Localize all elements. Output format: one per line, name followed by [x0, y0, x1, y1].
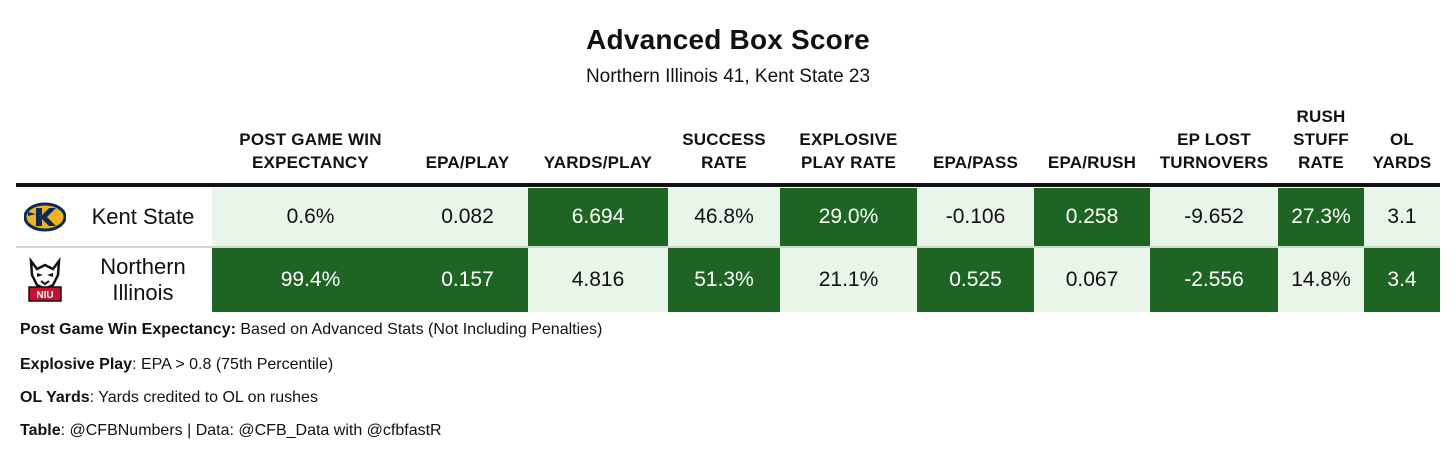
footnote-credits: Table: @CFBNumbers | Data: @CFB_Data wit… — [20, 422, 442, 440]
cell-epa-rush: 0.067 — [1034, 248, 1150, 312]
footnote-label: Post Game Win Expectancy: — [20, 321, 236, 338]
column-header-ol-yards: OL YARDS — [1364, 108, 1440, 174]
cell-explosive: 21.1% — [780, 248, 917, 312]
column-header-line: RUSH — [1296, 107, 1346, 126]
footnote-explosive-play: Explosive Play: EPA > 0.8 (75th Percenti… — [20, 356, 333, 374]
cell-success: 46.8% — [668, 188, 780, 246]
table-row-northern-illinois: NIU Northern Illinois 99.4% 0.157 4.816 51.… — [16, 248, 1440, 312]
footnote-win-expectancy: Post Game Win Expectancy: Based on Advan… — [20, 321, 602, 339]
column-header-line: PLAY RATE — [800, 153, 896, 172]
column-header-line: EPA/PLAY — [425, 153, 510, 172]
cell-epa-pass: 0.525 — [917, 248, 1034, 312]
header-rule — [16, 183, 1440, 187]
footnote-text: : @CFBNumbers | Data: @CFB_Data with @cf… — [60, 422, 442, 439]
team-name-line: Kent State — [91, 204, 195, 229]
team-name: Kent State — [74, 188, 212, 246]
svg-text:NIU: NIU — [36, 290, 53, 301]
column-header-yards-play: YARDS/PLAY — [528, 108, 668, 174]
kent-state-logo-icon — [16, 188, 74, 246]
cell-explosive: 29.0% — [780, 188, 917, 246]
cell-stuff: 27.3% — [1278, 188, 1364, 246]
cell-epa-play: 0.157 — [407, 248, 528, 312]
cell-yards-play: 6.694 — [528, 188, 668, 246]
column-header-line: YARDS/PLAY — [543, 153, 653, 172]
cell-ep-lost: -9.652 — [1150, 188, 1278, 246]
cell-stuff: 14.8% — [1278, 248, 1364, 312]
column-header-line: TURNOVERS — [1159, 153, 1269, 172]
footnote-text: : EPA > 0.8 (75th Percentile) — [132, 356, 334, 373]
cell-ol-yards: 3.4 — [1364, 248, 1440, 312]
footnote-ol-yards: OL Yards: Yards credited to OL on rushes — [20, 389, 318, 407]
chart-subtitle: Northern Illinois 41, Kent State 23 — [585, 66, 871, 87]
cell-epa-pass: -0.106 — [917, 188, 1034, 246]
column-header-success: SUCCESS RATE — [668, 108, 780, 174]
column-header-epa-play: EPA/PLAY — [407, 108, 528, 174]
footnote-text: Based on Advanced Stats (Not Including P… — [235, 321, 603, 338]
cell-success: 51.3% — [668, 248, 780, 312]
column-header-line: EPA/RUSH — [1047, 153, 1137, 172]
column-header-explosive: EXPLOSIVE PLAY RATE — [780, 108, 917, 174]
table-row-kent-state: Kent State 0.6% 0.082 6.694 46.8% 29.0% -0.10… — [16, 188, 1440, 246]
column-header-wp: POST GAME WIN EXPECTANCY — [212, 108, 409, 174]
niu-logo-icon: NIU — [16, 248, 74, 312]
footnote-label: Table — [20, 422, 61, 439]
column-header-line: POST GAME WIN — [239, 130, 382, 149]
column-header-epa-pass: EPA/PASS — [917, 108, 1034, 174]
cell-wp: 99.4% — [212, 248, 409, 312]
footnote-text: : Yards credited to OL on rushes — [89, 389, 318, 406]
row-divider — [16, 246, 1440, 248]
footnote-label: Explosive Play — [20, 356, 133, 373]
column-header-line: EXPLOSIVE — [799, 130, 898, 149]
column-header-line: STUFF — [1293, 130, 1349, 149]
cell-wp: 0.6% — [212, 188, 409, 246]
team-name-line: Northern — [100, 254, 186, 279]
cell-yards-play: 4.816 — [528, 248, 668, 312]
column-header-line: EXPECTANCY — [252, 153, 369, 172]
column-header-line: EPA/PASS — [932, 153, 1019, 172]
column-header-stuff: RUSH STUFF RATE — [1278, 107, 1364, 174]
cell-epa-play: 0.082 — [407, 188, 528, 246]
cell-epa-rush: 0.258 — [1034, 188, 1150, 246]
column-header-line: SUCCESS — [682, 130, 766, 149]
column-header-line: YARDS — [1372, 153, 1432, 172]
column-header-line: EP LOST — [1177, 130, 1251, 149]
team-name-line: Illinois — [112, 280, 174, 305]
column-header-line: RATE — [1298, 153, 1344, 172]
team-name: Northern Illinois — [74, 248, 212, 312]
footnote-label: OL Yards — [20, 389, 90, 406]
cell-ep-lost: -2.556 — [1150, 248, 1278, 312]
column-header-line: RATE — [701, 153, 747, 172]
column-header-ep-lost: EP LOST TURNOVERS — [1150, 108, 1278, 174]
column-header-epa-rush: EPA/RUSH — [1034, 108, 1150, 174]
cell-ol-yards: 3.1 — [1364, 188, 1440, 246]
column-header-line: OL — [1389, 130, 1414, 149]
chart-title: Advanced Box Score — [586, 24, 870, 55]
